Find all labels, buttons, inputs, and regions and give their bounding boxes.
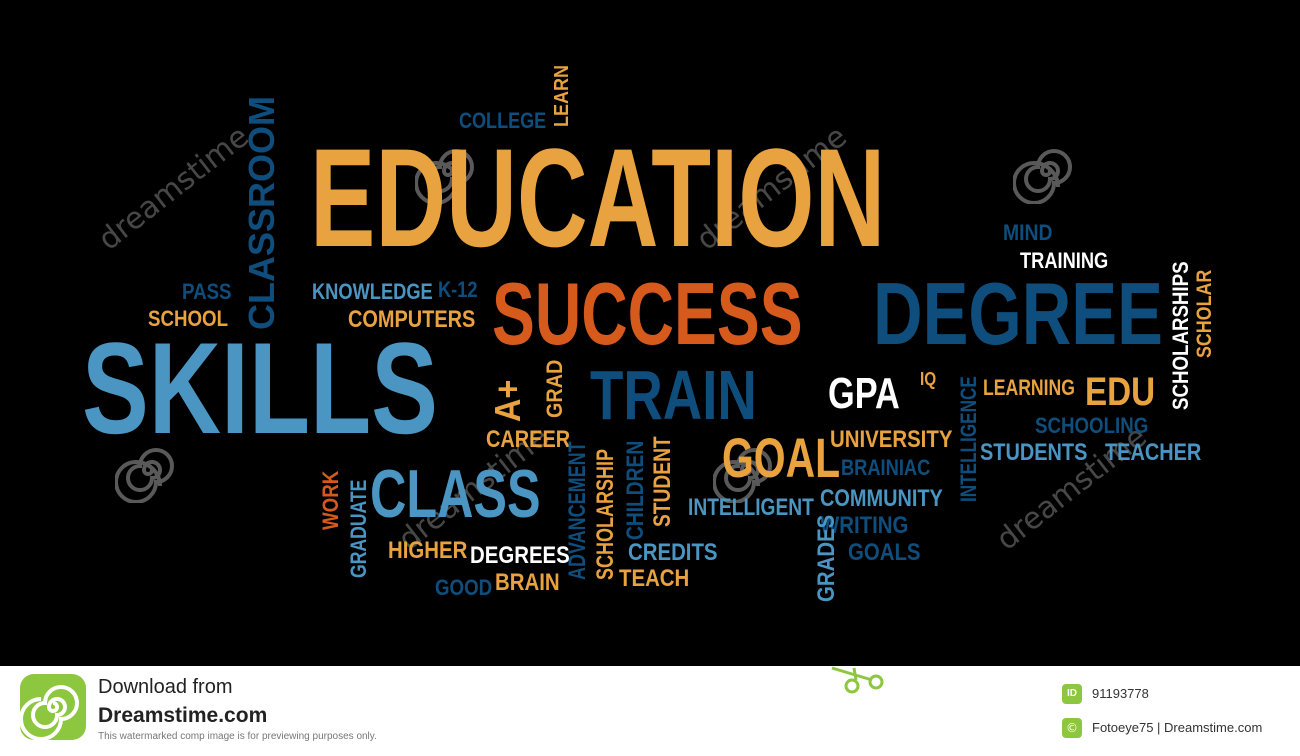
word-teacher: TEACHER: [1105, 439, 1202, 466]
word-learning: LEARNING: [983, 375, 1075, 400]
word-grades: GRADES: [813, 514, 840, 602]
word-aplus: A+: [487, 379, 528, 422]
word-intelligence: INTELLIGENCE: [956, 376, 981, 502]
copyright-icon: ©: [1062, 718, 1082, 738]
site-name[interactable]: Dreamstime.com: [98, 704, 268, 727]
word-degree: DEGREE: [873, 264, 1163, 363]
word-university: UNIVERSITY: [830, 426, 953, 453]
word-success: SUCCESS: [492, 264, 803, 363]
word-edu: EDU: [1085, 370, 1156, 414]
word-teach: TEACH: [619, 565, 690, 592]
word-classroom: CLASSROOM: [241, 96, 282, 330]
word-writing: WRITING: [820, 512, 909, 539]
word-student: STUDENT: [649, 436, 676, 527]
word-college: COLLEGE: [459, 108, 547, 133]
word-gpa: GPA: [828, 369, 900, 418]
dreamstime-logo-icon: [19, 674, 86, 741]
word-k12: K-12: [438, 277, 478, 302]
word-iq: IQ: [920, 369, 937, 389]
word-scholar: SCHOLAR: [1193, 269, 1216, 358]
word-students: STUDENTS: [980, 439, 1088, 466]
word-cloud: dreamstime dreamstime dreamstime dreamst…: [0, 0, 1300, 666]
watermark-spiral-icon: [415, 149, 474, 204]
word-training: TRAINING: [1020, 248, 1109, 273]
watermark-spiral-icon: [1013, 149, 1072, 204]
word-graduate: GRADUATE: [346, 479, 371, 578]
word-brain: BRAIN: [495, 569, 560, 596]
image-id: 91193778: [1092, 686, 1149, 701]
word-career: CAREER: [486, 426, 571, 453]
word-school: SCHOOL: [148, 306, 229, 331]
word-goals: GOALS: [848, 539, 921, 566]
word-grad: GRAD: [542, 359, 567, 418]
preview-notice: This watermarked comp image is for previ…: [98, 731, 377, 742]
word-mind: MIND: [1003, 220, 1053, 245]
watermark-text: dreamstime: [92, 119, 256, 258]
credit-line[interactable]: Fotoeye75 | Dreamstime.com: [1092, 720, 1263, 735]
watermark-spiral-icon: [115, 448, 174, 503]
download-line: Download from: [98, 676, 233, 698]
word-skills: SKILLS: [82, 315, 438, 461]
scissors-icon: [831, 666, 884, 694]
word-intelligent: INTELLIGENT: [688, 494, 814, 521]
footer-bar: Download from Dreamstime.com This waterm…: [0, 666, 1300, 756]
word-pass: PASS: [182, 279, 232, 304]
word-scholarships: SCHOLARSHIPS: [1168, 261, 1193, 410]
word-education: EDUCATION: [310, 119, 886, 276]
word-good: GOOD: [435, 575, 493, 600]
word-scholarship: SCHOLARSHIP: [592, 448, 619, 580]
word-degrees: DEGREES: [470, 542, 570, 569]
word-computers: COMPUTERS: [348, 306, 476, 333]
word-class: CLASS: [370, 456, 541, 532]
word-work: WORK: [318, 470, 343, 530]
word-train: TRAIN: [590, 356, 757, 434]
word-higher: HIGHER: [388, 537, 468, 564]
word-credits: CREDITS: [628, 539, 718, 566]
word-goal: GOAL: [722, 426, 841, 489]
word-children: CHILDREN: [622, 440, 649, 540]
word-knowledge: KNOWLEDGE: [312, 279, 433, 304]
id-badge: ID: [1062, 684, 1082, 704]
watermark-spiral-icon: [713, 448, 772, 503]
word-brainiac: BRAINIAC: [841, 455, 931, 480]
word-learn: LEARN: [551, 64, 573, 127]
word-schooling: SCHOOLING: [1035, 413, 1149, 438]
word-community: COMMUNITY: [820, 485, 943, 512]
